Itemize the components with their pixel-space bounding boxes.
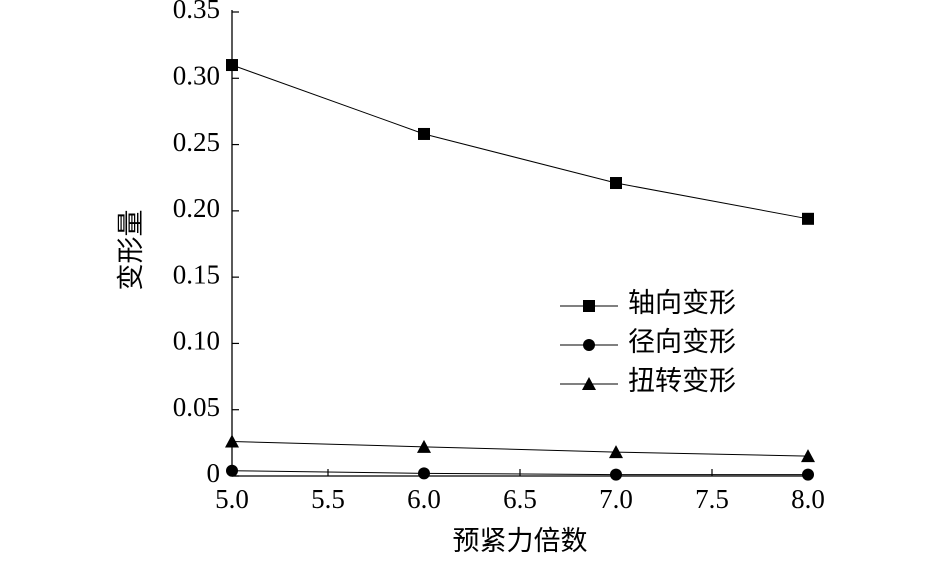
x-tick-label: 7.0 [599,484,633,514]
y-tick-label: 0.15 [173,259,220,289]
series-line [231,441,809,457]
x-tick-label: 5.5 [311,484,345,514]
marker [418,467,430,480]
legend-label: 径向变形 [628,327,736,357]
x-tick-label: 6.5 [503,484,537,514]
x-tick-label: 5.0 [215,484,249,514]
x-axis-label: 预紧力倍数 [453,526,588,556]
x-tick-label: 7.5 [695,484,729,514]
y-tick-label: 0.25 [173,127,220,157]
marker [802,468,814,481]
marker [609,445,623,459]
marker [610,177,622,190]
y-tick-label: 0.10 [173,326,220,356]
marker [226,464,238,477]
legend-marker [582,377,596,390]
x-tick-label: 6.0 [407,484,441,514]
marker [225,434,239,448]
marker [610,468,622,481]
series-line [231,64,809,220]
legend-label: 扭转变形 [628,366,736,396]
series-line [231,470,808,476]
y-axis-label: 变形量 [116,210,146,291]
y-tick-label: 0.05 [173,392,220,422]
legend-label: 轴向变形 [628,288,736,318]
legend-marker [583,339,595,351]
marker [417,439,431,453]
marker [801,449,815,463]
y-tick-label: 0.20 [173,193,220,223]
x-tick-label: 8.0 [791,484,825,514]
y-tick-label: 0.30 [173,60,220,90]
marker [418,127,430,140]
legend-marker [583,300,595,312]
marker [802,212,814,225]
y-tick-label: 0 [207,458,221,488]
marker [226,59,238,72]
y-tick-label: 0.35 [173,0,220,24]
